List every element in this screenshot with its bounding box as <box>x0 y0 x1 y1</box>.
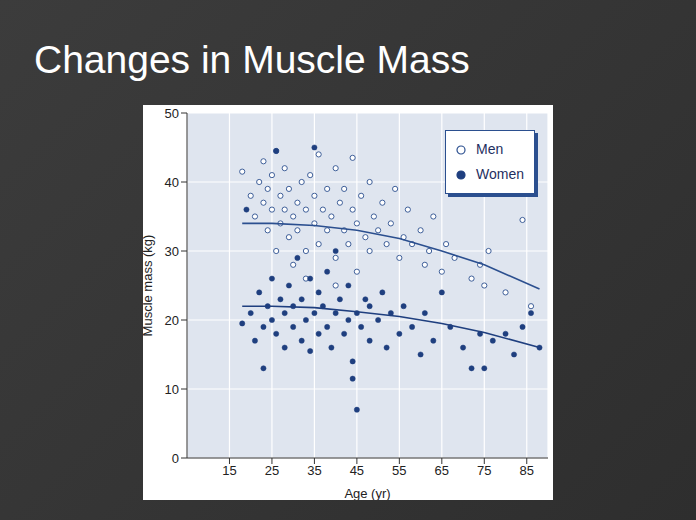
svg-text:25: 25 <box>265 463 279 478</box>
svg-text:0: 0 <box>172 451 179 466</box>
svg-text:10: 10 <box>165 382 179 397</box>
html-text:Men: Men <box>476 141 504 157</box>
svg-text:45: 45 <box>350 463 364 478</box>
svg-text:85: 85 <box>520 463 534 478</box>
svg-text:55: 55 <box>392 463 406 478</box>
svg-text:35: 35 <box>307 463 321 478</box>
svg-text:15: 15 <box>222 463 236 478</box>
svg-text:40: 40 <box>165 175 179 190</box>
svg-text:Muscle mass (kg): Muscle mass (kg) <box>143 235 155 337</box>
svg-text:50: 50 <box>165 106 179 121</box>
svg-text:Age (yr): Age (yr) <box>344 486 390 500</box>
svg-text:65: 65 <box>435 463 449 478</box>
html-text:Women: Women <box>476 166 524 182</box>
svg-text:75: 75 <box>477 463 491 478</box>
svg-text:20: 20 <box>165 313 179 328</box>
svg-text:30: 30 <box>165 244 179 259</box>
html-text:Changes in Muscle Mass: Changes in Muscle Mass <box>34 38 470 81</box>
